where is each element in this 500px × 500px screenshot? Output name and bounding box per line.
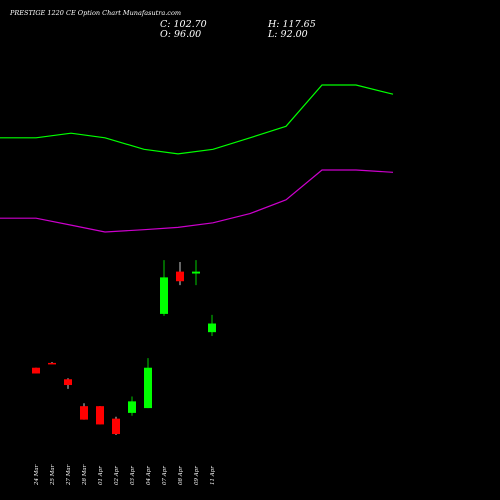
high-label: H: 117.65 (267, 19, 316, 30)
candle (112, 416, 120, 435)
date-label: 08 Apr (178, 466, 184, 485)
chart-title: PRESTIGE 1220 CE Option Chart Munafasutr… (9, 9, 181, 17)
upper-band-line (0, 84, 394, 155)
date-label: 25 Mar (50, 464, 56, 486)
candle-body (144, 367, 152, 409)
date-labels: 24 Mar 25 Mar 27 Mar 28 Mar 01 Apr 02 Apr 03 A… (34, 464, 216, 486)
candle (144, 358, 152, 409)
candle-body (176, 271, 184, 282)
candle-body (64, 379, 72, 386)
lower-band-line (0, 169, 394, 233)
candles (32, 260, 216, 435)
candle-body (80, 406, 88, 420)
close-label: C: 102.70 (160, 19, 207, 30)
candle-body (48, 362, 56, 365)
band-lines (0, 84, 394, 233)
candle (128, 396, 136, 416)
candle (208, 314, 216, 337)
open-label: O: 96.00 (160, 29, 201, 40)
candle-body (160, 277, 168, 314)
candle-body (192, 271, 200, 274)
date-label: 24 Mar (34, 464, 40, 486)
candle (176, 262, 184, 286)
candle (32, 367, 40, 374)
candle (48, 361, 56, 365)
date-label: 04 Apr (146, 466, 152, 485)
candle (192, 260, 200, 286)
low-label: L: 92.00 (267, 29, 308, 40)
date-label: 01 Apr (98, 466, 104, 485)
date-label: 09 Apr (194, 466, 200, 485)
date-label: 28 Mar (82, 464, 88, 486)
candle-body (32, 367, 40, 374)
date-label: 02 Apr (114, 466, 120, 485)
date-label: 07 Apr (162, 466, 168, 485)
candle (160, 260, 168, 316)
candle (64, 378, 72, 389)
candle-body (96, 406, 104, 425)
candle (96, 406, 104, 425)
candle-body (112, 418, 120, 435)
candle (80, 403, 88, 420)
date-label: 11 Apr (210, 466, 216, 485)
candle-body (208, 323, 216, 333)
date-label: 03 Apr (130, 466, 136, 485)
candle-body (128, 401, 136, 413)
date-label: 27 Mar (66, 464, 72, 486)
